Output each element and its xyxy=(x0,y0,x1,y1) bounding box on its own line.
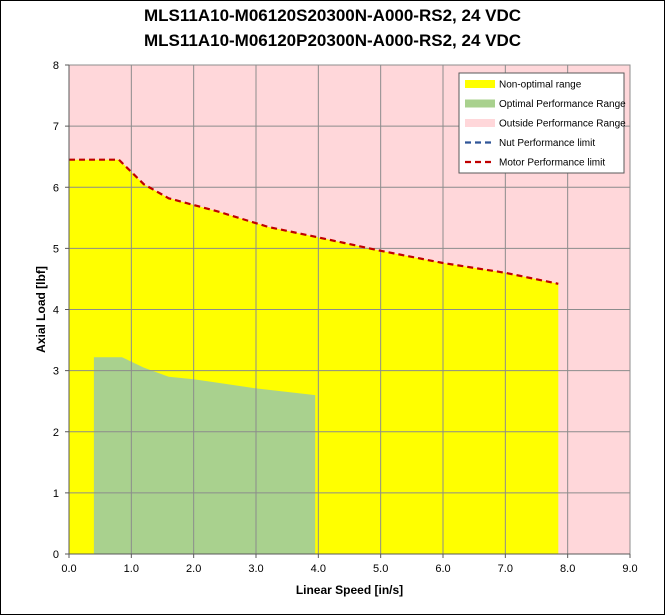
area-layer xyxy=(69,159,559,554)
x-tick-label: 5.0 xyxy=(373,563,388,575)
line-layer xyxy=(69,158,559,285)
legend-label: Motor Performance limit xyxy=(499,158,605,169)
x-tick-label: 1.0 xyxy=(124,563,139,575)
y-tick-label: 6 xyxy=(53,182,59,194)
legend: Non-optimal range Optimal Performance Ran… xyxy=(458,72,626,174)
x-axis-label: Linear Speed [in/s] xyxy=(296,583,403,597)
x-tick-label: 6.0 xyxy=(435,563,450,575)
y-axis-label: Axial Load [lbf] xyxy=(34,266,48,353)
x-tick-label: 8.0 xyxy=(560,563,575,575)
legend-label: Nut Performance limit xyxy=(499,138,595,149)
y-tick-label: 4 xyxy=(53,305,59,317)
y-tick-label: 5 xyxy=(53,243,59,255)
y-tick-label: 8 xyxy=(53,60,59,72)
x-tick-label: 7.0 xyxy=(498,563,513,575)
legend-swatch xyxy=(465,99,495,108)
legend-label: Outside Performance Range xyxy=(499,119,626,130)
tick-label-layer: 0.0 1.0 2.0 3.0 4.0 5.0 6.0 7.0 8.0 9.0 0 1 2 3 4 5 6 7 8 xyxy=(53,60,638,575)
x-tick-label: 0.0 xyxy=(61,563,76,575)
y-tick-label: 0 xyxy=(53,549,59,561)
legend-swatch xyxy=(465,119,495,127)
y-tick-label: 7 xyxy=(53,121,59,133)
x-tick-label: 3.0 xyxy=(248,563,263,575)
legend-swatch xyxy=(465,80,495,88)
x-tick-label: 4.0 xyxy=(311,563,326,575)
chart-title-line-2: MLS11A10-M06120P20300N-A000-RS2, 24 VDC xyxy=(143,31,522,50)
x-tick-label: 9.0 xyxy=(622,563,637,575)
line-series-4 xyxy=(69,158,559,285)
legend-label: Non-optimal range xyxy=(499,80,582,91)
legend-label: Optimal Performance Range xyxy=(499,99,626,110)
y-tick-label: 2 xyxy=(53,427,59,439)
area-series-1 xyxy=(93,357,316,554)
y-tick-label: 1 xyxy=(53,488,59,500)
chart-title-line-1: MLS11A10-M06120S20300N-A000-RS2, 24 VDC xyxy=(143,6,522,25)
y-tick-label: 3 xyxy=(53,366,59,378)
x-tick-label: 2.0 xyxy=(186,563,201,575)
